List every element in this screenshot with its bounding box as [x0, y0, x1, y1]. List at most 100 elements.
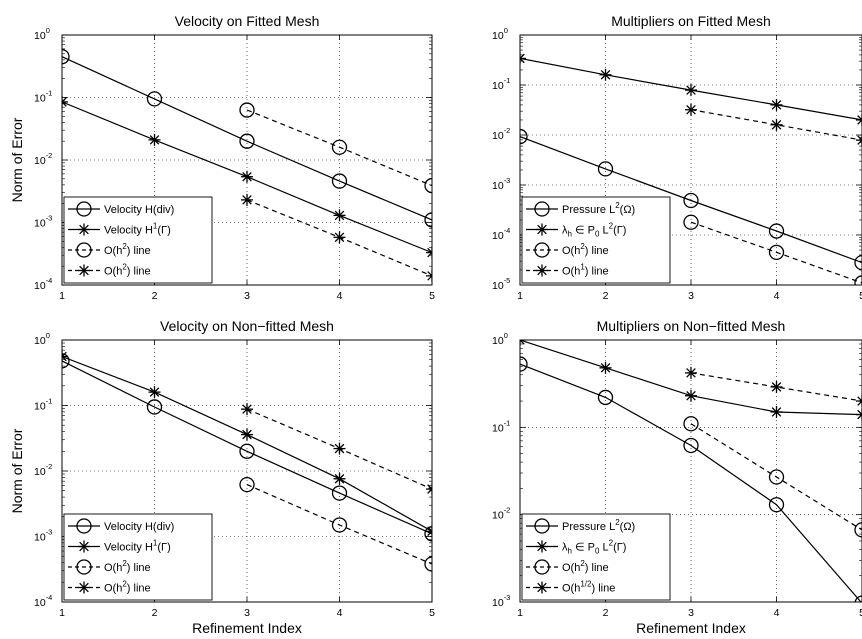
y-tick-label: 10-5	[492, 276, 510, 292]
data-point-circle-marker	[768, 469, 785, 485]
x-tick-label: 5	[429, 290, 435, 302]
data-point-star-marker	[520, 340, 526, 346]
data-point-circle-marker	[683, 416, 699, 432]
y-tick-exponent: 0	[504, 26, 508, 35]
y-tick-label: 10-3	[492, 176, 510, 192]
data-point-star-marker	[685, 84, 697, 97]
star-stroke	[686, 85, 696, 95]
legend-superscript: 2	[122, 242, 127, 251]
legend-item: O(h2) line	[68, 559, 151, 575]
star-stroke	[771, 100, 782, 110]
legend-item: Velocity H(div)	[68, 518, 174, 534]
legend: Pressure L2(Ω) λh ∈ P0 L2(Γ) O(h2) line O(h…	[521, 196, 671, 284]
legend-superscript: 2	[122, 263, 127, 272]
data-point-circle-marker	[683, 214, 699, 230]
legend-text-part: λ	[562, 225, 568, 237]
subplot-2: 1234510010-110-210-310-410-5Multipliers …	[492, 13, 862, 302]
data-point-circle-marker	[239, 443, 255, 459]
y-tick-exponent: 0	[46, 26, 50, 35]
legend-label: Pressure L2(Ω)	[562, 201, 635, 216]
x-tick-label: 4	[774, 607, 780, 619]
legend-text-part: O(h	[104, 266, 122, 278]
legend-text-part: Velocity H	[104, 225, 153, 237]
legend-item: Pressure L2(Ω)	[526, 518, 635, 534]
legend-star-marker	[78, 581, 90, 594]
data-point-circle-marker	[331, 139, 348, 155]
legend-text-part: ∈ P	[572, 542, 595, 554]
data-point-star-marker	[333, 472, 346, 485]
y-tick-exponent: -4	[46, 276, 53, 285]
legend-box	[63, 513, 213, 601]
legend-text-part: ) line	[127, 245, 151, 257]
legend-superscript: 2	[122, 559, 127, 568]
star-stroke	[771, 120, 782, 130]
legend-superscript: 1	[580, 263, 585, 272]
data-point-circle-marker	[239, 102, 255, 118]
legend-label: O(h2) line	[562, 242, 609, 257]
legend-circle-marker	[534, 518, 550, 534]
y-tick-exponent: 0	[504, 331, 508, 340]
star-stroke	[79, 224, 89, 235]
series-1	[62, 353, 432, 542]
y-tick-base: 10	[34, 280, 46, 292]
data-point-circle-marker	[683, 192, 699, 209]
plot-area	[62, 49, 432, 282]
legend-text-part: (Ω)	[620, 204, 636, 216]
legend-circle-marker	[534, 242, 550, 258]
y-tick-base: 10	[492, 230, 504, 242]
star-stroke	[857, 119, 862, 125]
y-tick-label: 10-4	[34, 593, 52, 609]
y-tick-base: 10	[34, 466, 46, 478]
data-point-circle-marker	[520, 128, 528, 145]
star-stroke	[242, 171, 252, 182]
y-tick-label: 10-4	[34, 276, 52, 292]
y-tick-base: 10	[492, 80, 504, 92]
star-stroke	[857, 396, 862, 402]
series-line	[520, 363, 862, 602]
star-stroke	[334, 232, 345, 243]
x-axis-label: Refinement Index	[636, 620, 746, 636]
star-stroke	[857, 409, 862, 416]
y-tick-exponent: -2	[46, 462, 53, 471]
series-3	[239, 476, 432, 572]
legend-box	[521, 513, 671, 601]
legend-text-part: O(h	[104, 245, 122, 257]
star-stroke	[600, 70, 611, 80]
legend-text-part: ) line	[585, 266, 609, 278]
series-3	[239, 102, 432, 194]
data-point-star-marker	[685, 103, 697, 116]
legend-text-part: (Γ)	[613, 225, 626, 237]
star-stroke	[427, 488, 432, 494]
legend-text-part: λ	[562, 542, 568, 554]
y-tick-exponent: -3	[46, 214, 53, 223]
legend-label: λh ∈ P0 L2(Γ)	[562, 222, 626, 239]
y-tick-base: 10	[34, 93, 46, 105]
data-point-star-marker	[685, 366, 697, 379]
legend-circle-marker	[76, 559, 92, 575]
star-stroke	[62, 97, 67, 103]
series-4	[241, 403, 432, 496]
data-point-circle-marker	[768, 497, 785, 513]
data-point-circle-marker	[331, 485, 348, 501]
x-tick-label: 4	[774, 290, 780, 302]
y-tick-base: 10	[492, 280, 504, 292]
star-stroke	[242, 429, 252, 440]
y-tick-base: 10	[492, 335, 504, 347]
star-stroke	[427, 530, 432, 537]
y-tick-exponent: -2	[46, 151, 53, 160]
y-tick-exponent: -5	[504, 276, 511, 285]
legend-circle-marker	[76, 242, 92, 258]
star-stroke	[857, 400, 862, 406]
star-stroke	[149, 387, 160, 397]
y-tick-label: 10-2	[492, 126, 510, 142]
legend-item: Velocity H(div)	[68, 201, 174, 217]
legend-circle-marker	[76, 201, 92, 217]
data-point-star-marker	[148, 133, 161, 146]
legend-superscript: 1/2	[580, 580, 592, 589]
legend-text-part: ) line	[127, 266, 151, 278]
data-point-circle-marker	[239, 133, 255, 149]
data-point-star-marker	[426, 269, 432, 282]
legend-text-part: O(h	[562, 266, 580, 278]
y-tick-label: 10-1	[34, 89, 52, 105]
y-tick-label: 10-1	[492, 418, 510, 434]
